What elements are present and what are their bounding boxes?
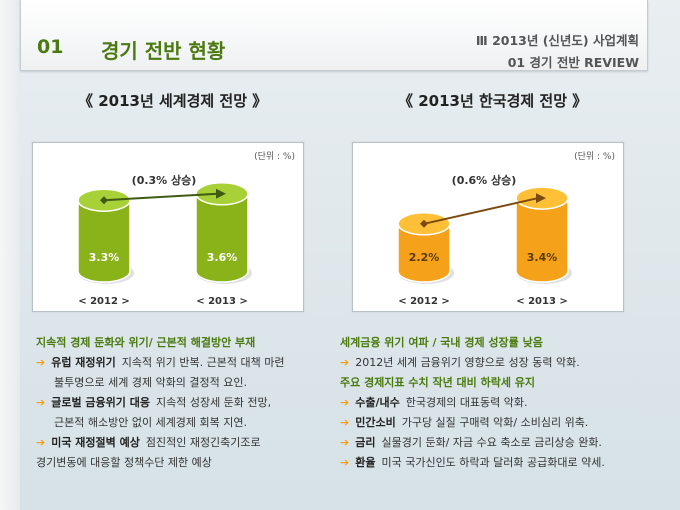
bar-body bbox=[397, 223, 451, 283]
chapter-subtitle: Ⅲ 2013년 (신년도) 사업계획 bbox=[475, 33, 639, 48]
arrow-icon: ➔ bbox=[340, 436, 350, 449]
bar-body bbox=[515, 197, 569, 283]
notes-heading: 주요 경제지표 수치 작년 대비 하락세 유지 bbox=[340, 376, 536, 389]
list-item: ➔ 민간소비 가구당 실질 구매력 악화/ 소비심리 위축. bbox=[340, 416, 589, 429]
list-item: ➔ 2012년 세계 금융위기 영향으로 성장 동력 악화. bbox=[340, 356, 580, 369]
list-item: ➔ 환율 미국 국가신인도 하락과 달러화 공급화대로 약세. bbox=[340, 456, 605, 469]
world-economy-title: 《 2013년 세계경제 전망 》 bbox=[78, 92, 268, 110]
unit-label: (단위 : %) bbox=[574, 151, 615, 162]
list-item: ➔ 미국 재정절벽 예상 점진적인 재정긴축기조로 bbox=[36, 436, 261, 449]
list-item: ➔ 유럽 재정위기 지속적 위기 반복. 근본적 대책 마련 bbox=[36, 356, 285, 369]
trend-start-marker bbox=[420, 219, 428, 228]
world-economy-notes: 지속적 경제 둔화와 위기/ 근본적 해결방안 부재 ➔ 유럽 재정위기 지속적 위… bbox=[36, 333, 284, 473]
bar-0 bbox=[397, 212, 454, 284]
category-label: < 2013 > bbox=[196, 296, 248, 307]
list-item-cont: 불투명으로 세계 경제 악화의 결정적 요인. bbox=[54, 376, 248, 389]
trend-start-marker bbox=[100, 196, 108, 205]
list-item-cont: 경기변동에 대응할 정책수단 제한 예상 bbox=[36, 456, 212, 469]
section-number: 01 bbox=[37, 36, 64, 58]
list-item: ➔ 수출/내수 한국경제의 대표동력 악화. bbox=[340, 396, 528, 409]
value-label: 3.4% bbox=[527, 251, 558, 264]
list-item: ➔ 금리 실물경기 둔화/ 자금 수요 축소로 금리상승 완화. bbox=[340, 436, 602, 449]
value-label: 3.6% bbox=[207, 251, 238, 264]
page-title: 경기 전반 현황 bbox=[101, 39, 226, 63]
unit-label: (단위 : %) bbox=[254, 151, 295, 162]
section-subtitle: 01 경기 전반 REVIEW bbox=[507, 55, 639, 70]
category-label: < 2012 > bbox=[78, 296, 130, 307]
change-annotation: (0.3% 상승) bbox=[132, 173, 197, 187]
arrow-icon: ➔ bbox=[340, 456, 350, 469]
notes-heading: 세계금융 위기 여파 / 국내 경제 성장률 낮음 bbox=[340, 336, 543, 349]
korea-economy-title: 《 2013년 한국경제 전망 》 bbox=[398, 92, 588, 110]
trend-arrowhead-icon bbox=[216, 188, 226, 199]
trend-line bbox=[103, 192, 219, 202]
bar-1 bbox=[195, 182, 252, 284]
page-header: 01 경기 전반 현황 Ⅲ 2013년 (신년도) 사업계획 01 경기 전반 … bbox=[20, 0, 648, 71]
world-economy-chart: (단위 : %) (0.3% 상승) 3.3% < 2012 > 3.6% < 2013 … bbox=[32, 142, 304, 312]
trend-line bbox=[423, 197, 539, 225]
value-label: 2.2% bbox=[409, 251, 440, 264]
bar-body bbox=[77, 199, 131, 283]
korea-economy-chart: (단위 : %) (0.6% 상승) 2.2% < 2012 > 3.4% < 2013 … bbox=[352, 142, 624, 312]
arrow-icon: ➔ bbox=[36, 396, 46, 409]
category-label: < 2012 > bbox=[398, 296, 450, 307]
bar-body bbox=[195, 193, 249, 283]
notes-heading: 지속적 경제 둔화와 위기/ 근본적 해결방안 부재 bbox=[36, 336, 256, 349]
chart-svg-0: (단위 : %) (0.3% 상승) 3.3% < 2012 > 3.6% < 2013 … bbox=[77, 151, 295, 307]
decorative-strip bbox=[0, 0, 20, 510]
category-label: < 2013 > bbox=[516, 296, 568, 307]
arrow-icon: ➔ bbox=[340, 416, 350, 429]
arrow-icon: ➔ bbox=[340, 356, 350, 369]
arrow-icon: ➔ bbox=[36, 356, 46, 369]
list-item: ➔ 글로벌 금융위기 대응 지속적 성장세 둔화 전망, bbox=[36, 396, 272, 409]
list-item-cont: 근본적 해소방안 없이 세계경제 회복 지연. bbox=[54, 416, 248, 429]
change-annotation: (0.6% 상승) bbox=[452, 173, 517, 187]
arrow-icon: ➔ bbox=[340, 396, 350, 409]
value-label: 3.3% bbox=[89, 251, 120, 264]
arrow-icon: ➔ bbox=[36, 436, 46, 449]
korea-economy-notes: 세계금융 위기 여파 / 국내 경제 성장률 낮음 ➔ 2012년 세계 금융위기… bbox=[340, 333, 605, 473]
trend-arrowhead-icon bbox=[536, 193, 546, 204]
bar-0 bbox=[77, 188, 134, 284]
chart-svg-1: (단위 : %) (0.6% 상승) 2.2% < 2012 > 3.4% < 2013 … bbox=[397, 151, 615, 307]
